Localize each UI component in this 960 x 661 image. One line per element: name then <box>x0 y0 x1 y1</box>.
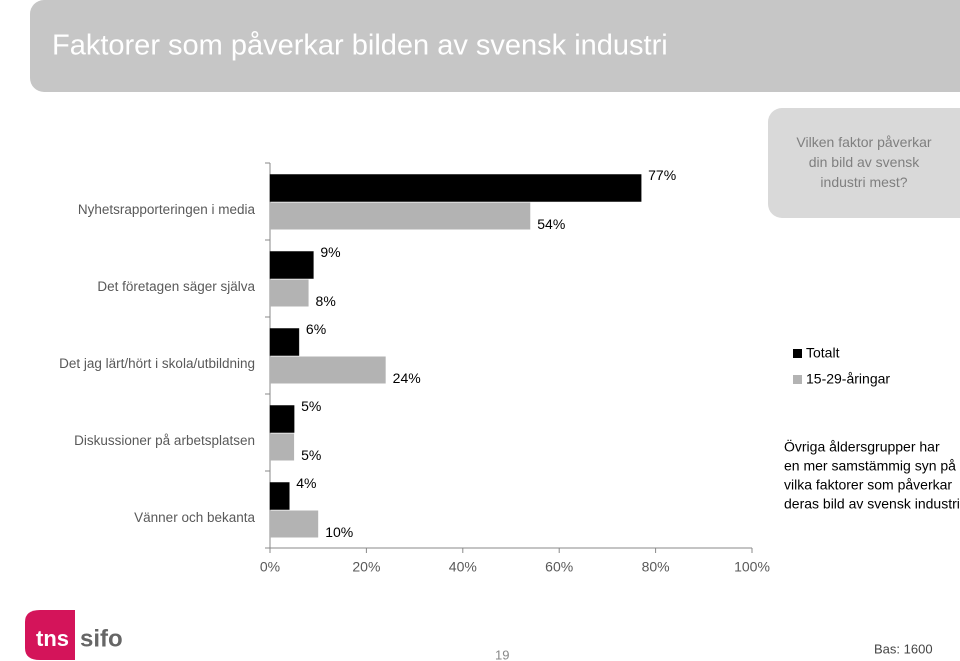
value-label: 6% <box>306 321 326 337</box>
question-box <box>768 108 960 218</box>
bar <box>269 251 314 279</box>
slide-title: Faktorer som påverkar bilden av svensk i… <box>52 30 668 62</box>
legend-swatch <box>793 349 802 358</box>
x-tick-label: 20% <box>352 559 380 575</box>
logo-shape <box>25 610 75 660</box>
title-bar <box>30 0 960 92</box>
logo-tns: tns <box>36 626 69 651</box>
bar <box>270 433 295 461</box>
annotation: en mer samstämmig syn på <box>784 458 956 474</box>
category-label: Diskussioner på arbetsplatsen <box>74 433 255 448</box>
category-label: Nyhetsrapporteringen i media <box>78 202 256 217</box>
value-label: 9% <box>320 244 340 260</box>
x-tick-label: 80% <box>642 559 670 575</box>
x-tick-label: 100% <box>734 559 770 575</box>
bar <box>269 405 295 433</box>
category-label: Det företagen säger själva <box>97 279 255 294</box>
page-number: 19 <box>495 647 509 661</box>
bar <box>269 174 642 202</box>
annotation: deras bild av svensk industri. <box>784 496 960 512</box>
category-label: Vänner och bekanta <box>134 510 255 525</box>
bar <box>269 482 290 510</box>
question: Vilken faktor påverkar din bild av svensk… <box>796 134 931 190</box>
x-tick-label: 60% <box>545 559 573 575</box>
base-note: Bas: 1600 <box>874 641 933 656</box>
value-label: 54% <box>537 216 565 232</box>
x-tick-label: 0% <box>260 559 280 575</box>
annotation: vilka faktorer som påverkar <box>784 477 952 493</box>
value-label: 5% <box>301 398 321 414</box>
bar <box>269 328 300 356</box>
annotation: Övriga åldersgrupper har <box>784 438 940 455</box>
legend-label: Totalt <box>806 345 840 361</box>
value-label: 5% <box>301 447 321 463</box>
legend-swatch <box>793 375 802 384</box>
logo-sifo: sifo <box>80 625 123 652</box>
bar <box>270 510 319 538</box>
value-label: 4% <box>296 475 316 491</box>
bar <box>270 356 386 384</box>
bar <box>270 279 309 307</box>
x-tick-label: 40% <box>449 559 477 575</box>
value-label: 8% <box>316 293 336 309</box>
value-label: 24% <box>393 370 421 386</box>
bar <box>270 202 531 230</box>
value-label: 77% <box>648 167 676 183</box>
legend-label: 15-29-åringar <box>806 371 890 387</box>
value-label: 10% <box>325 524 353 540</box>
category-label: Det jag lärt/hört i skola/utbildning <box>59 356 255 371</box>
